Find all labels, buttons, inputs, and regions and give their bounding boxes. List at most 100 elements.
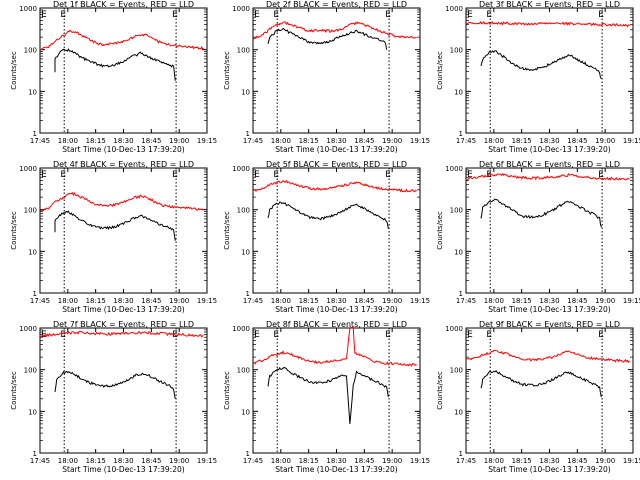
x-tick-label: 18:30 [326, 297, 346, 305]
x-axis-label: Start Time (10-Dec-13 17:39:20) [275, 465, 397, 474]
plot-frame [39, 167, 208, 294]
interval-marker-label: E [385, 170, 391, 180]
y-axis-label: Counts/sec [436, 51, 444, 90]
x-tick-label: 18:00 [271, 297, 291, 305]
x-axis-label: Start Time (10-Dec-13 17:39:20) [488, 145, 610, 154]
y-tick-label: 1000 [445, 165, 463, 173]
x-tick-label: 19:00 [382, 297, 402, 305]
lld-series-line [39, 191, 204, 212]
x-tick-label: 18:15 [512, 297, 532, 305]
panel-det-4: Det 4f BLACK = Events, RED = LLD 1 10 100 10… [10, 160, 217, 314]
events-series-line [267, 201, 389, 229]
panel-det-2: Det 2f BLACK = Events, RED = LLD 1 10 100 10… [223, 0, 430, 154]
x-tick-label: 17:45 [30, 137, 50, 145]
y-tick-label: 1000 [19, 325, 37, 333]
y-tick-label: 100 [237, 47, 250, 55]
panel-title: Det 7f BLACK = Events, RED = LLD [53, 320, 194, 329]
x-tick-label: 18:45 [354, 297, 374, 305]
interval-marker-label: E [254, 170, 260, 180]
panel-det-9: Det 9f BLACK = Events, RED = LLD 1 10 100 10… [436, 320, 640, 474]
y-tick-label: 10 [28, 408, 37, 416]
x-tick-label: 18:30 [539, 137, 559, 145]
x-tick-label: 17:45 [243, 297, 263, 305]
x-tick-label: 19:15 [623, 457, 640, 465]
y-tick-label: 100 [237, 207, 250, 215]
x-tick-label: 19:15 [410, 297, 430, 305]
lld-series-line [39, 29, 205, 51]
y-tick-label: 10 [241, 88, 250, 96]
interval-marker-label: E [467, 330, 473, 340]
x-tick-label: 18:15 [299, 137, 319, 145]
y-axis-label: Counts/sec [223, 371, 231, 410]
y-tick-label: 10 [454, 408, 463, 416]
x-tick-label: 18:30 [539, 457, 559, 465]
x-tick-label: 17:45 [456, 297, 476, 305]
interval-marker-label: E [486, 10, 492, 20]
panel-title: Det 3f BLACK = Events, RED = LLD [479, 0, 620, 9]
x-tick-label: 18:45 [354, 457, 374, 465]
x-tick-label: 18:00 [58, 297, 78, 305]
y-axis-label: Counts/sec [436, 211, 444, 250]
panel-det-1: Det 1f BLACK = Events, RED = LLD 1 10 100 10… [10, 0, 217, 154]
interval-marker-label: E [41, 10, 47, 20]
plot-frame [252, 7, 421, 134]
interval-marker-label: E [486, 330, 492, 340]
interval-marker-label: E [598, 330, 604, 340]
events-series-line [267, 27, 388, 50]
y-tick-label: 1 [33, 130, 37, 138]
x-tick-label: 18:45 [141, 297, 161, 305]
x-tick-label: 18:45 [141, 137, 161, 145]
x-tick-label: 18:45 [354, 137, 374, 145]
panel-det-7: Det 7f BLACK = Events, RED = LLD 1 10 100 10… [10, 320, 217, 474]
x-tick-label: 18:15 [86, 137, 106, 145]
x-tick-label: 18:15 [299, 297, 319, 305]
x-tick-label: 18:30 [113, 457, 133, 465]
x-tick-label: 17:45 [30, 297, 50, 305]
x-tick-label: 18:15 [86, 297, 106, 305]
interval-marker-label: E [254, 330, 260, 340]
y-tick-label: 1000 [445, 325, 463, 333]
y-tick-label: 1 [33, 290, 37, 298]
x-tick-label: 19:15 [410, 137, 430, 145]
y-tick-label: 1000 [232, 5, 250, 13]
panel-det-8: Det 8f BLACK = Events, RED = LLD 1 10 100 10… [223, 320, 430, 474]
x-tick-label: 18:30 [113, 297, 133, 305]
x-axis-label: Start Time (10-Dec-13 17:39:20) [62, 145, 184, 154]
lld-series-line [39, 330, 204, 338]
events-series-line [267, 366, 389, 424]
x-tick-label: 18:30 [326, 457, 346, 465]
x-tick-label: 17:45 [456, 137, 476, 145]
y-axis-label: Counts/sec [10, 51, 18, 90]
x-tick-label: 17:45 [243, 457, 263, 465]
x-tick-label: 19:00 [595, 137, 615, 145]
x-tick-label: 18:00 [58, 457, 78, 465]
x-tick-label: 18:30 [326, 137, 346, 145]
panel-title: Det 4f BLACK = Events, RED = LLD [53, 160, 194, 169]
interval-marker-label: E [273, 170, 279, 180]
y-tick-label: 1 [246, 130, 250, 138]
x-tick-label: 19:15 [197, 137, 217, 145]
y-axis-label: Counts/sec [10, 371, 18, 410]
x-tick-label: 17:45 [243, 137, 263, 145]
x-tick-label: 18:00 [271, 137, 291, 145]
interval-marker-label: E [254, 10, 260, 20]
y-tick-label: 10 [241, 248, 250, 256]
interval-marker-label: E [486, 170, 492, 180]
x-axis-label: Start Time (10-Dec-13 17:39:20) [275, 305, 397, 314]
x-tick-label: 18:00 [484, 137, 504, 145]
lld-series-line [252, 326, 417, 367]
y-tick-label: 10 [28, 248, 37, 256]
y-tick-label: 10 [28, 88, 37, 96]
interval-marker-label: E [41, 170, 47, 180]
interval-marker-label: E [385, 10, 391, 20]
y-tick-label: 1 [33, 450, 37, 458]
x-axis-label: Start Time (10-Dec-13 17:39:20) [488, 305, 610, 314]
plot-frame [39, 327, 208, 454]
x-tick-label: 18:00 [484, 297, 504, 305]
x-tick-label: 18:30 [539, 297, 559, 305]
lld-series-line [465, 349, 631, 363]
panel-title: Det 2f BLACK = Events, RED = LLD [266, 0, 407, 9]
y-tick-label: 100 [24, 367, 37, 375]
panel-det-3: Det 3f BLACK = Events, RED = LLD 1 10 100 10… [436, 0, 640, 154]
